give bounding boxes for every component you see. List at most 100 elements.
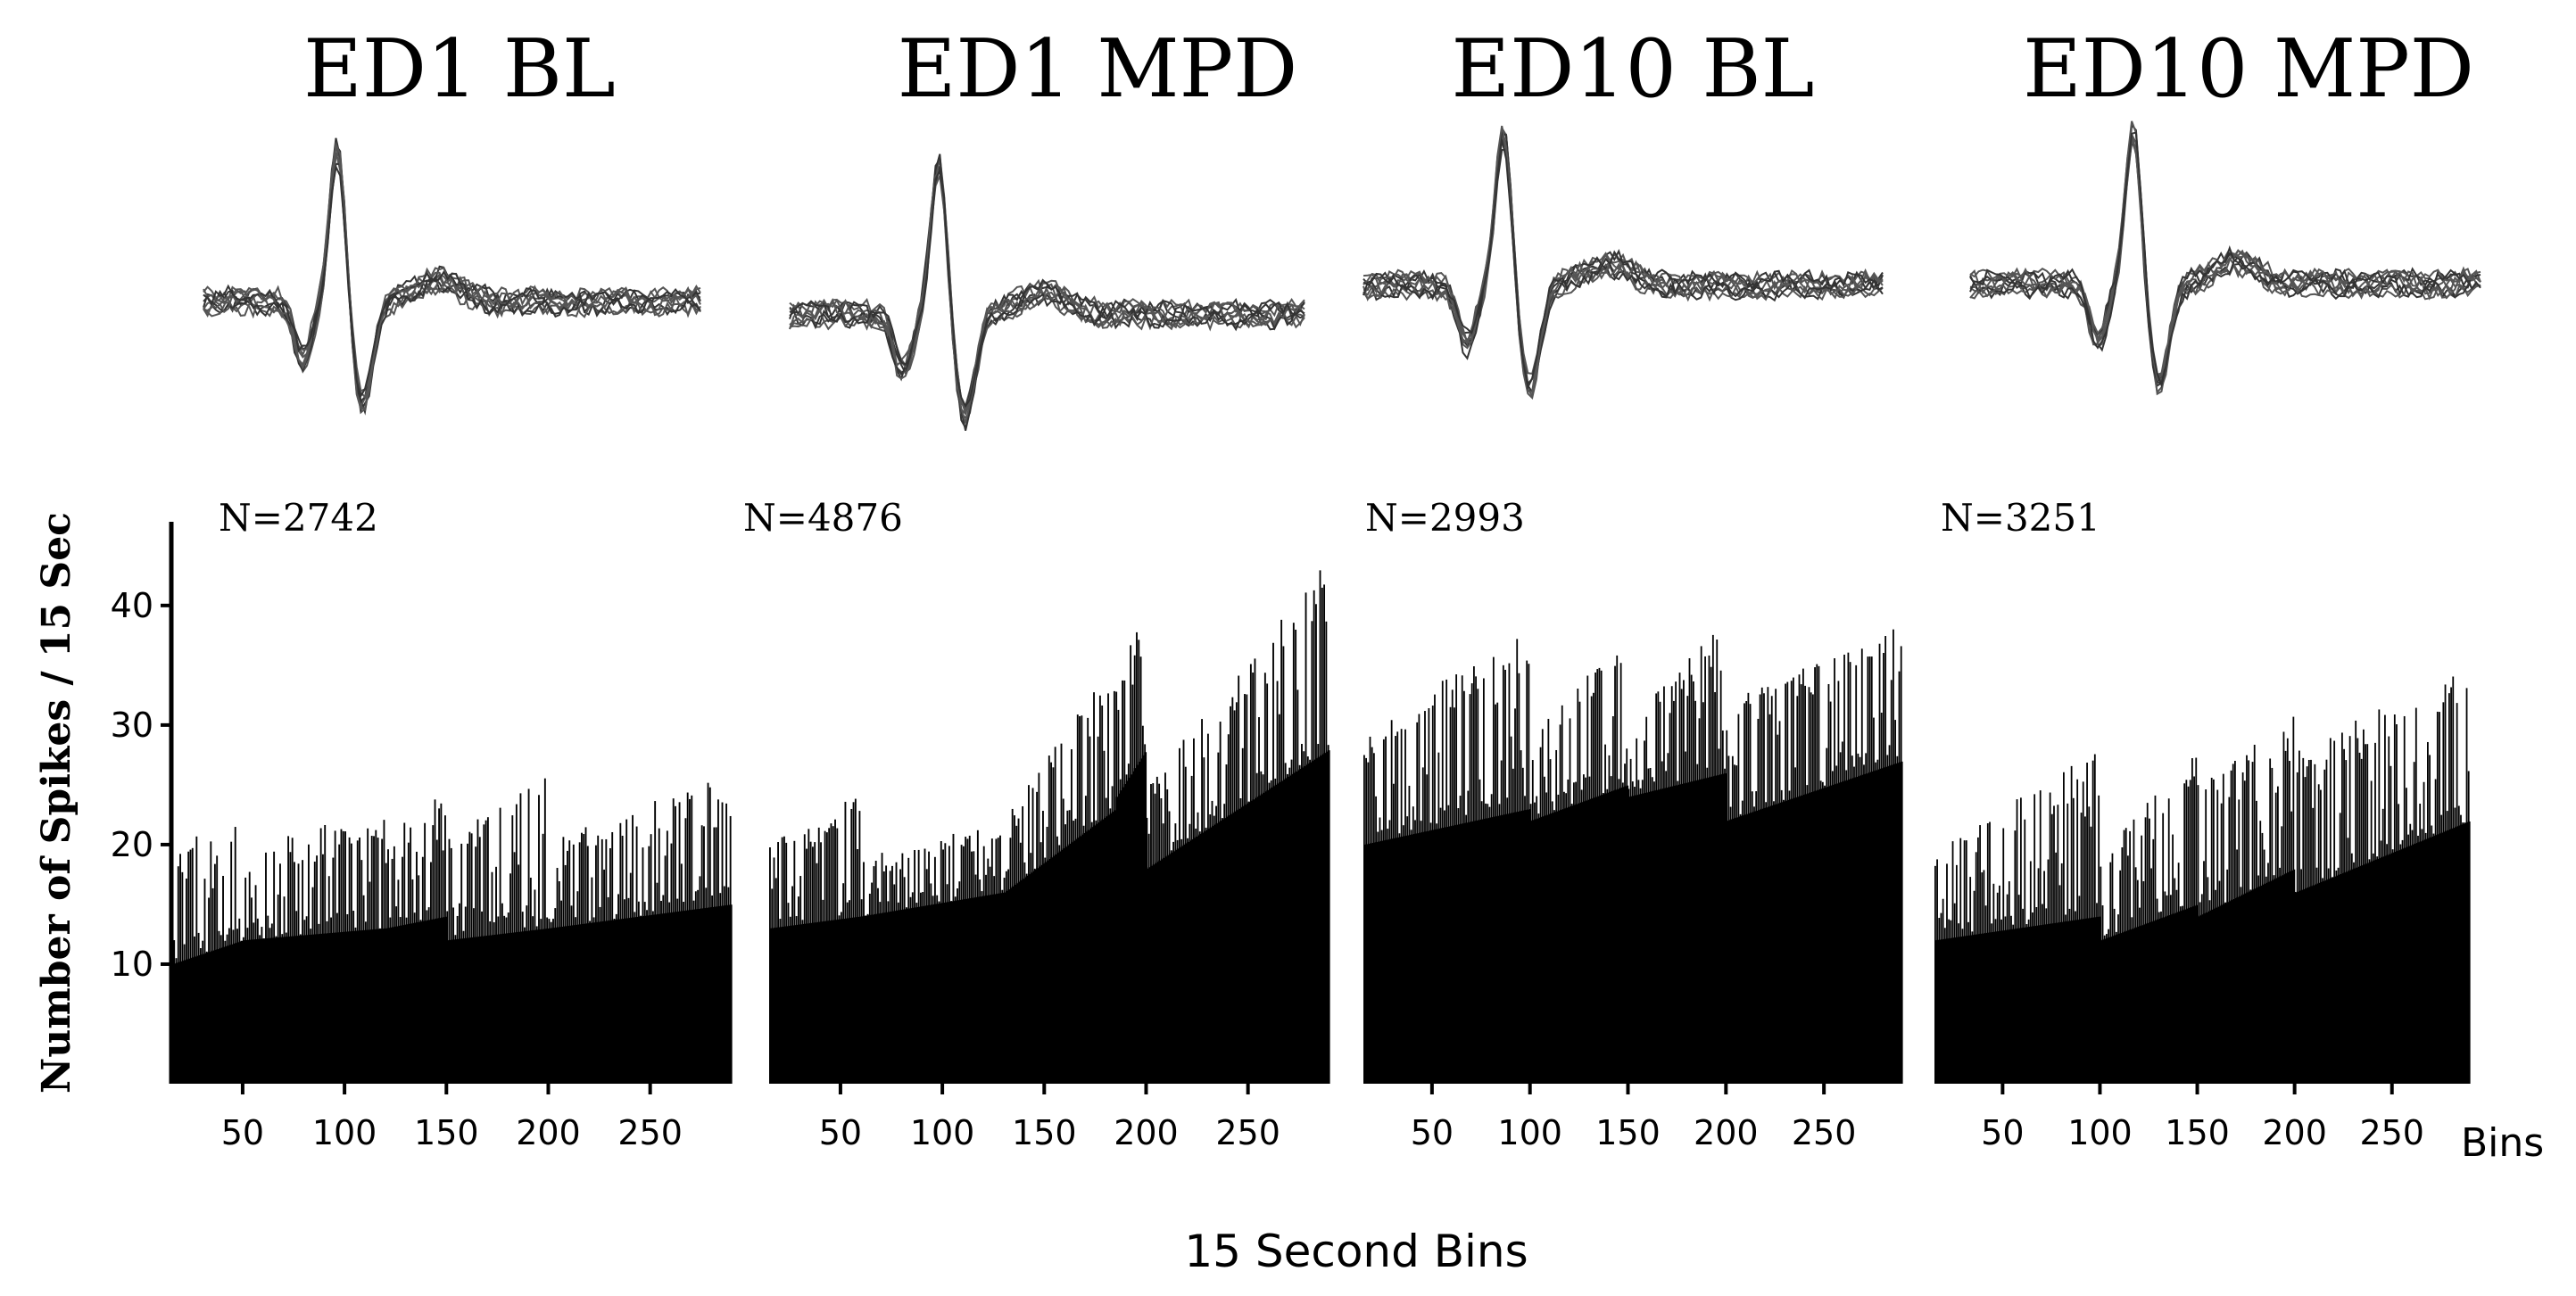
histogram-floor (1239, 807, 1243, 1084)
histogram-floor (397, 926, 401, 1084)
waveform-trace (789, 158, 1305, 417)
histogram-floor (511, 932, 515, 1084)
histogram-floor (269, 937, 272, 1084)
histogram-floor (1800, 795, 1803, 1084)
histogram-floor (1811, 791, 1815, 1084)
histogram-floor (493, 934, 496, 1084)
x-axis-label: 15 Second Bins (1184, 1226, 1528, 1277)
histogram-floor (540, 929, 543, 1084)
histogram-floor (179, 961, 183, 1084)
histogram-floor (1806, 793, 1810, 1084)
histogram-floor (1377, 841, 1380, 1084)
histogram-floor (699, 908, 702, 1084)
histogram-floor (1616, 788, 1619, 1084)
histogram-floor (253, 939, 256, 1084)
histogram-floor (1794, 797, 1797, 1084)
histogram-floor (240, 940, 244, 1084)
histogram-floor (950, 901, 954, 1084)
histogram-floor (919, 906, 923, 1084)
histogram-floor (1244, 805, 1247, 1084)
histogram-floor (538, 929, 541, 1084)
histogram-floor (2065, 921, 2067, 1084)
histogram-floor (1154, 863, 1157, 1084)
histogram-floor (1528, 809, 1531, 1084)
histogram-floor (1602, 794, 1605, 1084)
histogram-floor (2355, 867, 2358, 1084)
histogram-floor (1189, 840, 1192, 1084)
histogram-floor (968, 898, 972, 1084)
histogram-floor (232, 943, 236, 1084)
histogram-floor (1865, 773, 1868, 1084)
histogram-floor (2022, 927, 2025, 1084)
histogram-floor (1753, 811, 1756, 1084)
histogram-floor (2182, 910, 2184, 1084)
histogram-floor (1305, 764, 1308, 1084)
histogram-floor (2320, 881, 2323, 1084)
histogram-floor (1429, 830, 1433, 1084)
histogram-floor (643, 915, 647, 1084)
histogram-floor (1115, 797, 1119, 1084)
histogram-floor (1056, 853, 1059, 1084)
histogram-floor (1321, 754, 1324, 1084)
histogram-floor (1219, 821, 1222, 1084)
histogram-floor (2131, 929, 2134, 1084)
histogram-floor (2413, 844, 2416, 1084)
histogram-floor (1081, 834, 1084, 1084)
histogram-floor (1461, 823, 1464, 1084)
histogram-floor (1447, 826, 1451, 1084)
histogram-floor (1451, 825, 1454, 1084)
histogram-floor (378, 929, 382, 1084)
histogram-floor (2207, 911, 2210, 1084)
histogram-floor (2325, 879, 2329, 1084)
histogram-floor (2312, 885, 2315, 1084)
histogram-floor (1706, 777, 1710, 1084)
histogram-floor (634, 917, 637, 1084)
histogram-floor (1783, 801, 1785, 1084)
histogram-floor (1030, 872, 1033, 1084)
histogram-floor (472, 937, 476, 1084)
histogram-floor (2323, 880, 2327, 1084)
histogram-floor (2093, 917, 2097, 1084)
histogram-floor (1095, 823, 1098, 1084)
histogram-floor (1580, 802, 1584, 1084)
panel-title-ed1-bl: ED1 BL (303, 22, 616, 116)
histogram-floor (1249, 800, 1253, 1084)
histogram-floor (246, 939, 250, 1084)
histogram-floor (1983, 933, 1986, 1084)
histogram-floor (2177, 911, 2181, 1084)
histogram-floor (1647, 791, 1651, 1084)
histogram-floor (2002, 930, 2006, 1084)
histogram-floor (2024, 927, 2027, 1084)
histogram-floor (327, 933, 331, 1084)
histogram-floor (495, 934, 498, 1084)
histogram-floor (1775, 804, 1778, 1084)
histogram-floor (310, 934, 313, 1084)
histogram-floor (2240, 895, 2243, 1084)
histogram-floor (1729, 819, 1733, 1084)
n-label-ed1-bl: N=2742 (219, 496, 378, 540)
histogram-floor (2000, 930, 2003, 1084)
histogram-floor (2084, 918, 2087, 1084)
histogram-floor (2167, 915, 2171, 1084)
histogram-floor (1810, 792, 1813, 1084)
histogram-floor (1319, 755, 1322, 1084)
histogram-floor (2432, 836, 2436, 1084)
histogram-floor (946, 902, 949, 1084)
histogram-floor (1382, 840, 1386, 1084)
histogram-floor (416, 922, 418, 1084)
histogram-floor (846, 918, 849, 1084)
histogram-floor (1973, 934, 1976, 1084)
histogram-floor (1317, 756, 1321, 1084)
histogram-floor (1459, 823, 1462, 1084)
histogram-floor (711, 906, 715, 1084)
histogram-floor (2421, 840, 2424, 1084)
waveform-trace (203, 141, 701, 410)
histogram-floor (2037, 925, 2041, 1084)
histogram-floor (1238, 808, 1241, 1084)
histogram-floor (1559, 810, 1562, 1084)
histogram-floor (1802, 795, 1805, 1084)
histogram-floor (2088, 918, 2091, 1084)
histogram-floor (660, 913, 663, 1084)
x-tick-label: 50 (1411, 1113, 1454, 1152)
histogram-floor (2363, 864, 2365, 1084)
